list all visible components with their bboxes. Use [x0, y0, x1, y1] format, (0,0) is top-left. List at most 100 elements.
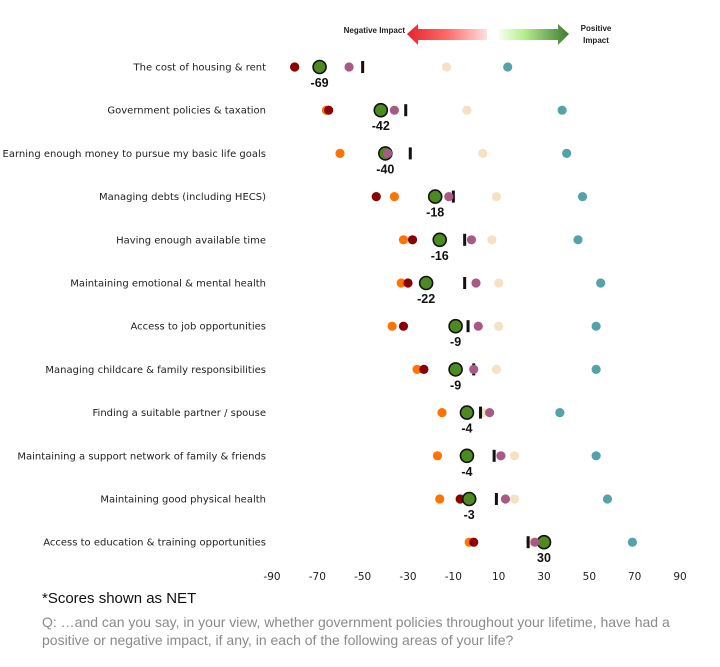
- net-value-label: -69: [311, 76, 329, 90]
- teal-dot-3: [562, 148, 572, 158]
- beige-dot-11: [509, 494, 520, 504]
- negative-impact-label: Negative Impact: [344, 26, 406, 35]
- x-tick-label: 90: [673, 571, 686, 583]
- beige-dot-2: [462, 105, 472, 115]
- data-marks: -69 -42 -40 -18 -16 -22 -9 -9 -4 -4 -3 30: [290, 59, 638, 565]
- teal-dot-10: [591, 451, 601, 461]
- x-tick-label: 70: [628, 571, 641, 583]
- net-value-label: -9: [450, 378, 461, 392]
- marker-bar-2: [404, 104, 408, 117]
- orange-dot-11: [435, 494, 445, 504]
- orange-dot-7: [387, 321, 397, 331]
- positive-impact-label-1: Positive: [581, 24, 612, 33]
- category-label: Having enough available time: [116, 235, 266, 246]
- net-dot-7: [448, 318, 463, 334]
- darkred-dot-1: [290, 62, 300, 72]
- purple-dot-12: [530, 537, 540, 547]
- net-value-label: 30: [537, 551, 551, 565]
- teal-dot-6: [596, 278, 606, 288]
- darkred-dot-6: [403, 278, 413, 288]
- net-dot-8: [448, 362, 463, 377]
- beige-dot-4: [491, 192, 501, 202]
- orange-dot-8: [412, 364, 422, 374]
- teal-dot-8: [591, 364, 601, 374]
- orange-dot-9: [437, 408, 447, 418]
- teal-dot-12: [627, 537, 638, 547]
- marker-bar-11: [494, 493, 498, 505]
- beige-dot-1: [441, 62, 452, 72]
- net-dot-10: [459, 448, 475, 464]
- darkred-dot-2: [324, 105, 334, 115]
- orange-dot-10: [432, 451, 443, 461]
- purple-dot-8: [469, 364, 479, 374]
- marker-bar-5: [463, 233, 467, 246]
- beige-dot-8: [491, 364, 501, 374]
- teal-dot-2: [557, 105, 567, 115]
- net-value-label: -9: [450, 335, 461, 349]
- net-value-label: -42: [372, 119, 390, 133]
- marker-bar-9: [479, 406, 483, 419]
- category-label: Finding a suitable partner / spouse: [93, 408, 266, 419]
- negative-arrow-icon: [407, 24, 487, 45]
- net-dot-5: [432, 232, 448, 248]
- purple-dot-3: [383, 148, 393, 158]
- purple-dot-4: [444, 192, 454, 202]
- purple-dot-5: [466, 235, 477, 245]
- net-value-label: -4: [461, 422, 472, 436]
- beige-dot-5: [487, 235, 497, 245]
- marker-bar-1: [361, 61, 365, 73]
- category-label: Government policies & taxation: [107, 106, 266, 117]
- x-tick-label: -50: [354, 571, 371, 583]
- orange-dot-3: [335, 148, 345, 158]
- net-value-label: -18: [426, 206, 444, 220]
- x-tick-label: -30: [399, 571, 416, 583]
- purple-dot-10: [496, 451, 506, 461]
- category-label: Maintaining good physical health: [100, 495, 266, 506]
- teal-dot-9: [555, 408, 565, 418]
- purple-dot-6: [471, 278, 481, 288]
- category-label: Earning enough money to pursue my basic …: [3, 149, 266, 160]
- net-dot-11: [461, 491, 477, 507]
- dot-plot-chart: Negative Impact Positive Impact The cost…: [3, 24, 687, 583]
- marker-bar-6: [463, 277, 467, 289]
- orange-dot-4: [389, 192, 399, 202]
- scores-note: *Scores shown as NET: [42, 590, 197, 607]
- category-label: The cost of housing & rent: [133, 63, 267, 74]
- category-label: Access to education & training opportuni…: [43, 538, 266, 549]
- net-dot-1: [312, 59, 327, 75]
- x-tick-label: 10: [492, 571, 505, 583]
- category-label: Maintaining a support network of family …: [17, 451, 266, 462]
- beige-dot-6: [494, 278, 504, 288]
- purple-dot-2: [389, 105, 399, 115]
- purple-dot-7: [473, 321, 483, 331]
- marker-bar-3: [408, 147, 412, 160]
- purple-dot-1: [344, 62, 354, 72]
- teal-dot-4: [577, 192, 588, 202]
- x-tick-label: -70: [309, 571, 326, 583]
- net-dot-6: [418, 275, 434, 291]
- orange-dot-6: [396, 278, 406, 288]
- purple-dot-9: [485, 408, 495, 418]
- darkred-dot-4: [371, 192, 381, 202]
- x-tick-label: -90: [263, 571, 280, 583]
- beige-dot-10: [509, 451, 520, 461]
- teal-dot-1: [503, 62, 513, 72]
- net-dot-2: [373, 102, 389, 118]
- darkred-dot-5: [407, 235, 418, 245]
- marker-bar-7: [466, 320, 470, 333]
- net-value-label: -3: [464, 508, 475, 522]
- teal-dot-7: [591, 321, 601, 331]
- net-value-label: -16: [431, 249, 449, 263]
- purple-dot-11: [500, 494, 511, 504]
- x-tick-label: -10: [445, 571, 462, 583]
- teal-dot-11: [602, 494, 613, 504]
- survey-question: Q: …and can you say, in your view, wheth…: [42, 614, 670, 648]
- darkred-dot-7: [398, 321, 409, 331]
- net-value-label: -40: [376, 162, 394, 176]
- positive-arrow-icon: [499, 24, 569, 45]
- category-labels: The cost of housing & rent Government pol…: [3, 63, 267, 549]
- x-tick-label: 50: [583, 571, 596, 583]
- marker-bar-12: [526, 536, 530, 549]
- category-label: Managing debts (including HECS): [99, 192, 266, 203]
- net-value-label: -4: [461, 465, 472, 479]
